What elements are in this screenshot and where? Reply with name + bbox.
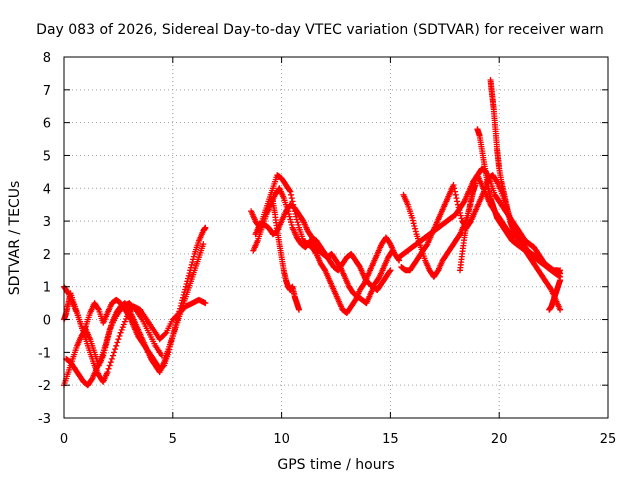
y-tick-label: 4 (43, 182, 51, 197)
series-trace-d (63, 300, 165, 389)
x-axis-label: GPS time / hours (277, 457, 394, 473)
y-tick-label: 0 (43, 314, 51, 329)
y-tick-label: 3 (43, 215, 51, 230)
series-trace-l (474, 126, 564, 280)
series-markers (269, 198, 302, 313)
series-markers (250, 185, 396, 307)
y-axis-label: SDTVAR / TECUs (7, 181, 23, 296)
x-tick-label: 15 (382, 432, 399, 447)
series-markers (252, 201, 394, 293)
series-markers (487, 77, 533, 257)
y-tick-label: -2 (38, 379, 51, 394)
y-tick-label: -1 (38, 346, 51, 361)
x-tick-label: 0 (60, 432, 68, 447)
series-trace-g (252, 201, 394, 293)
chart-title: Day 083 of 2026, Sidereal Day-to-day VTE… (36, 22, 604, 38)
tick-layer: 0 5 10 15 20 25 -3 -2 -1 0 1 2 3 4 5 6 7 8 (38, 51, 616, 447)
y-tick-label: 7 (43, 84, 51, 99)
y-tick-label: 6 (43, 117, 51, 132)
series-markers (474, 126, 564, 280)
series-markers (546, 277, 564, 313)
y-tick-label: -3 (38, 412, 51, 427)
x-tick-label: 25 (600, 432, 617, 447)
series-trace-h (269, 198, 302, 313)
series-markers (457, 182, 479, 274)
x-tick-label: 10 (273, 432, 290, 447)
y-tick-label: 2 (43, 248, 51, 263)
y-tick-label: 5 (43, 149, 51, 164)
grid-layer (64, 57, 608, 418)
series-trace-f (250, 185, 396, 307)
series-trace-n (457, 182, 479, 274)
series-markers (63, 300, 165, 389)
x-tick-label: 5 (169, 432, 177, 447)
x-tick-label: 20 (491, 432, 508, 447)
plot-frame (63, 56, 609, 419)
y-tick-label: 8 (43, 51, 51, 66)
series-trace-m (487, 77, 533, 257)
y-tick-label: 1 (43, 281, 51, 296)
series-trace-o (546, 277, 564, 313)
